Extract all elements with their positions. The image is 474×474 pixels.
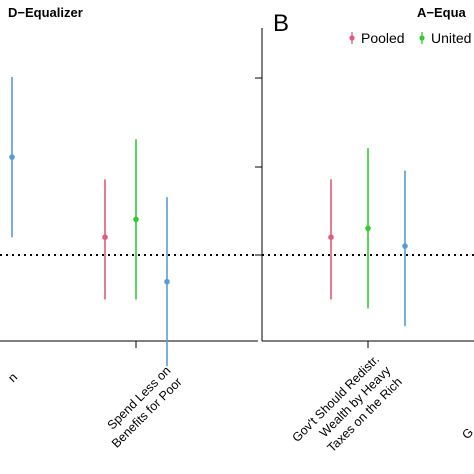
- left-category-label: Spend Less on Benefits for Poor: [105, 364, 185, 451]
- left-point-estimate: [9, 154, 15, 160]
- left-plot-points: [9, 77, 170, 367]
- panel-right: B A−Equa Pooled United Gov't Should Redi…: [255, 5, 474, 455]
- right-point-estimate: [402, 243, 408, 249]
- right-point-estimate: [328, 234, 334, 240]
- legend-united-mark: [419, 35, 425, 41]
- legend-pooled-label: Pooled: [361, 30, 405, 46]
- legend: Pooled United: [349, 30, 471, 46]
- panel-right-title: A−Equa: [417, 5, 467, 20]
- left-point-estimate: [102, 234, 108, 240]
- panel-left-title: D−Equalizer: [8, 5, 83, 20]
- right-category-label: Gov't Should Redistr. Wealth by Heavy Ta…: [289, 352, 404, 455]
- left-point-estimate: [164, 278, 170, 285]
- right-plot-points: [328, 148, 408, 327]
- left-point-estimate: [133, 216, 139, 223]
- panel-left: D−Equalizer n Spend Less on Benefits for…: [0, 5, 258, 451]
- legend-united-label: United: [431, 30, 471, 46]
- legend-pooled-mark: [349, 35, 355, 41]
- left-partial-tick-label: n: [5, 370, 20, 385]
- right-partial-tick-label: G: [459, 425, 474, 442]
- panel-letter-b: B: [273, 10, 289, 37]
- right-point-estimate: [365, 225, 371, 232]
